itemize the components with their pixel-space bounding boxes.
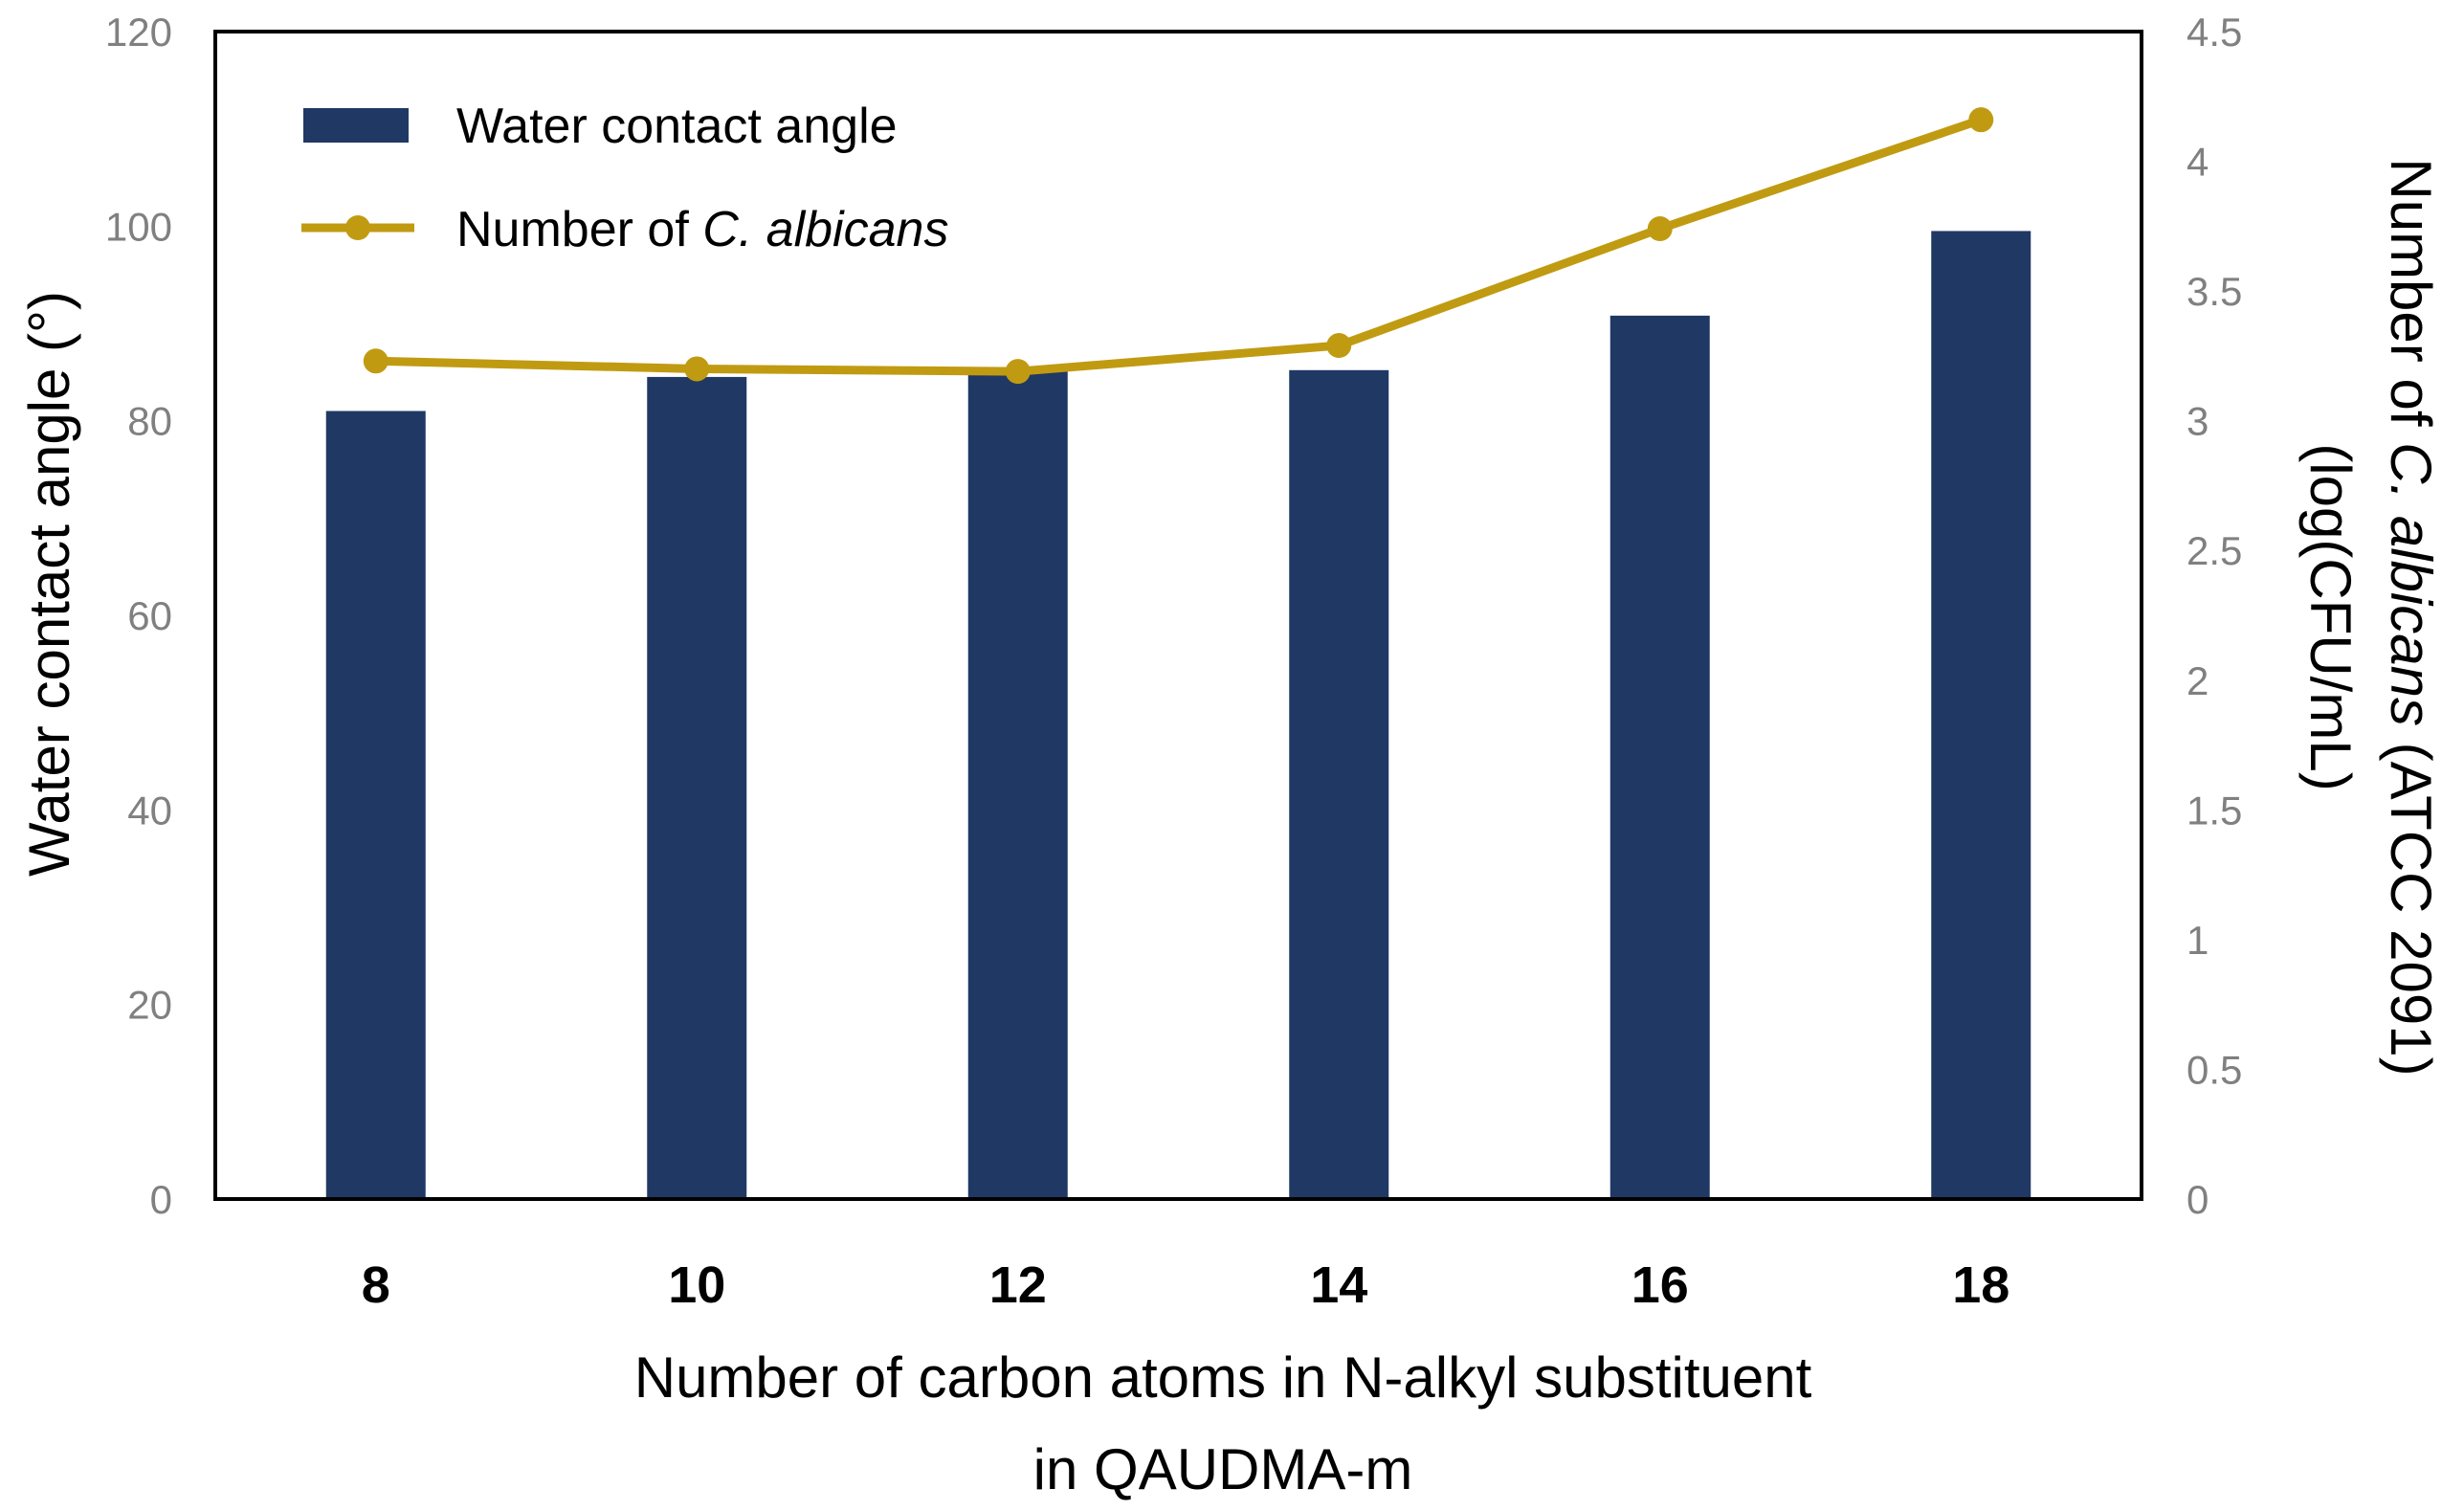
x-axis-title-line2: in QAUDMA-m: [1033, 1437, 1413, 1501]
y-right-tick-label: 3: [2187, 399, 2209, 444]
y-right-tick-label: 2: [2187, 658, 2209, 703]
x-tick-label: 18: [1952, 1256, 2009, 1314]
legend-line-label: Number of C. albicans: [456, 202, 948, 257]
legend-line-marker: [345, 215, 370, 240]
bar-16: [1609, 315, 1710, 1199]
y-axis-right-title-line2: (log(CFU/mL): [2298, 443, 2363, 790]
legend-line-label-prefix: Number of: [456, 202, 702, 257]
bar-14: [1289, 369, 1389, 1199]
line-point-14: [1326, 333, 1352, 359]
line-point-16: [1647, 216, 1673, 242]
y-axis-right-title-italic: C. albicans: [2379, 442, 2443, 726]
y-right-tick-label: 3.5: [2187, 269, 2242, 314]
y-right-tick-label: 0: [2187, 1177, 2209, 1222]
y-left-tick-label: 80: [127, 399, 172, 444]
line-point-12: [1005, 359, 1031, 385]
y-axis-right-title: Number of C. albicans (ATCC 2091) (log(C…: [2298, 158, 2443, 1076]
y-left-tick-label: 20: [127, 983, 172, 1028]
x-tick-label: 16: [1632, 1256, 1689, 1314]
y-left-tick-label: 60: [127, 593, 172, 638]
legend-bar-label: Water contact angle: [456, 99, 898, 154]
line-point-18: [1968, 107, 1994, 133]
x-tick-label: 12: [989, 1256, 1047, 1314]
ticks-layer: 0 20 40 60 80 100 120 0 0.5 1 1.5 2 2.5 3 3.5 4 4.5 8 10 12…: [105, 10, 2242, 1314]
legend-bar-swatch: [303, 108, 409, 143]
y-left-tick-label: 0: [150, 1177, 172, 1222]
x-tick-label: 8: [362, 1256, 390, 1314]
legend: Water contact angle Number of C. albican…: [301, 99, 948, 257]
y-right-tick-label: 4.5: [2187, 10, 2242, 55]
y-left-tick-label: 100: [105, 204, 172, 249]
x-tick-label: 14: [1310, 1256, 1367, 1314]
y-axis-right-title-prefix: Number of: [2379, 158, 2443, 442]
y-right-tick-label: 4: [2187, 140, 2209, 185]
x-tick-label: 10: [668, 1256, 725, 1314]
y-left-tick-label: 40: [127, 788, 172, 833]
y-left-tick-label: 120: [105, 10, 172, 55]
legend-line-label-italic: C. albicans: [702, 202, 948, 257]
bar-8: [325, 411, 426, 1199]
y-right-tick-label: 0.5: [2187, 1047, 2242, 1092]
y-right-tick-label: 2.5: [2187, 528, 2242, 573]
y-axis-right-title-line1: Number of C. albicans (ATCC 2091): [2379, 158, 2443, 1076]
line-series: [375, 115, 1983, 376]
line-layer: [363, 107, 1994, 385]
bar-18: [1931, 231, 2031, 1199]
plot-frame: [213, 30, 2143, 1201]
y-axis-right-title-suffix: (ATCC 2091): [2379, 726, 2443, 1077]
y-right-tick-label: 1: [2187, 918, 2209, 963]
line-point-10: [684, 356, 710, 382]
y-axis-left-title: Water contact angle (°): [17, 291, 81, 877]
bars-layer: [325, 231, 2031, 1200]
bar-10: [647, 376, 747, 1200]
y-right-tick-label: 1.5: [2187, 788, 2242, 833]
bar-12: [967, 367, 1068, 1199]
line-point-8: [363, 348, 388, 374]
x-axis-title-line1: Number of carbon atoms in N-alkyl substi…: [634, 1345, 1812, 1410]
